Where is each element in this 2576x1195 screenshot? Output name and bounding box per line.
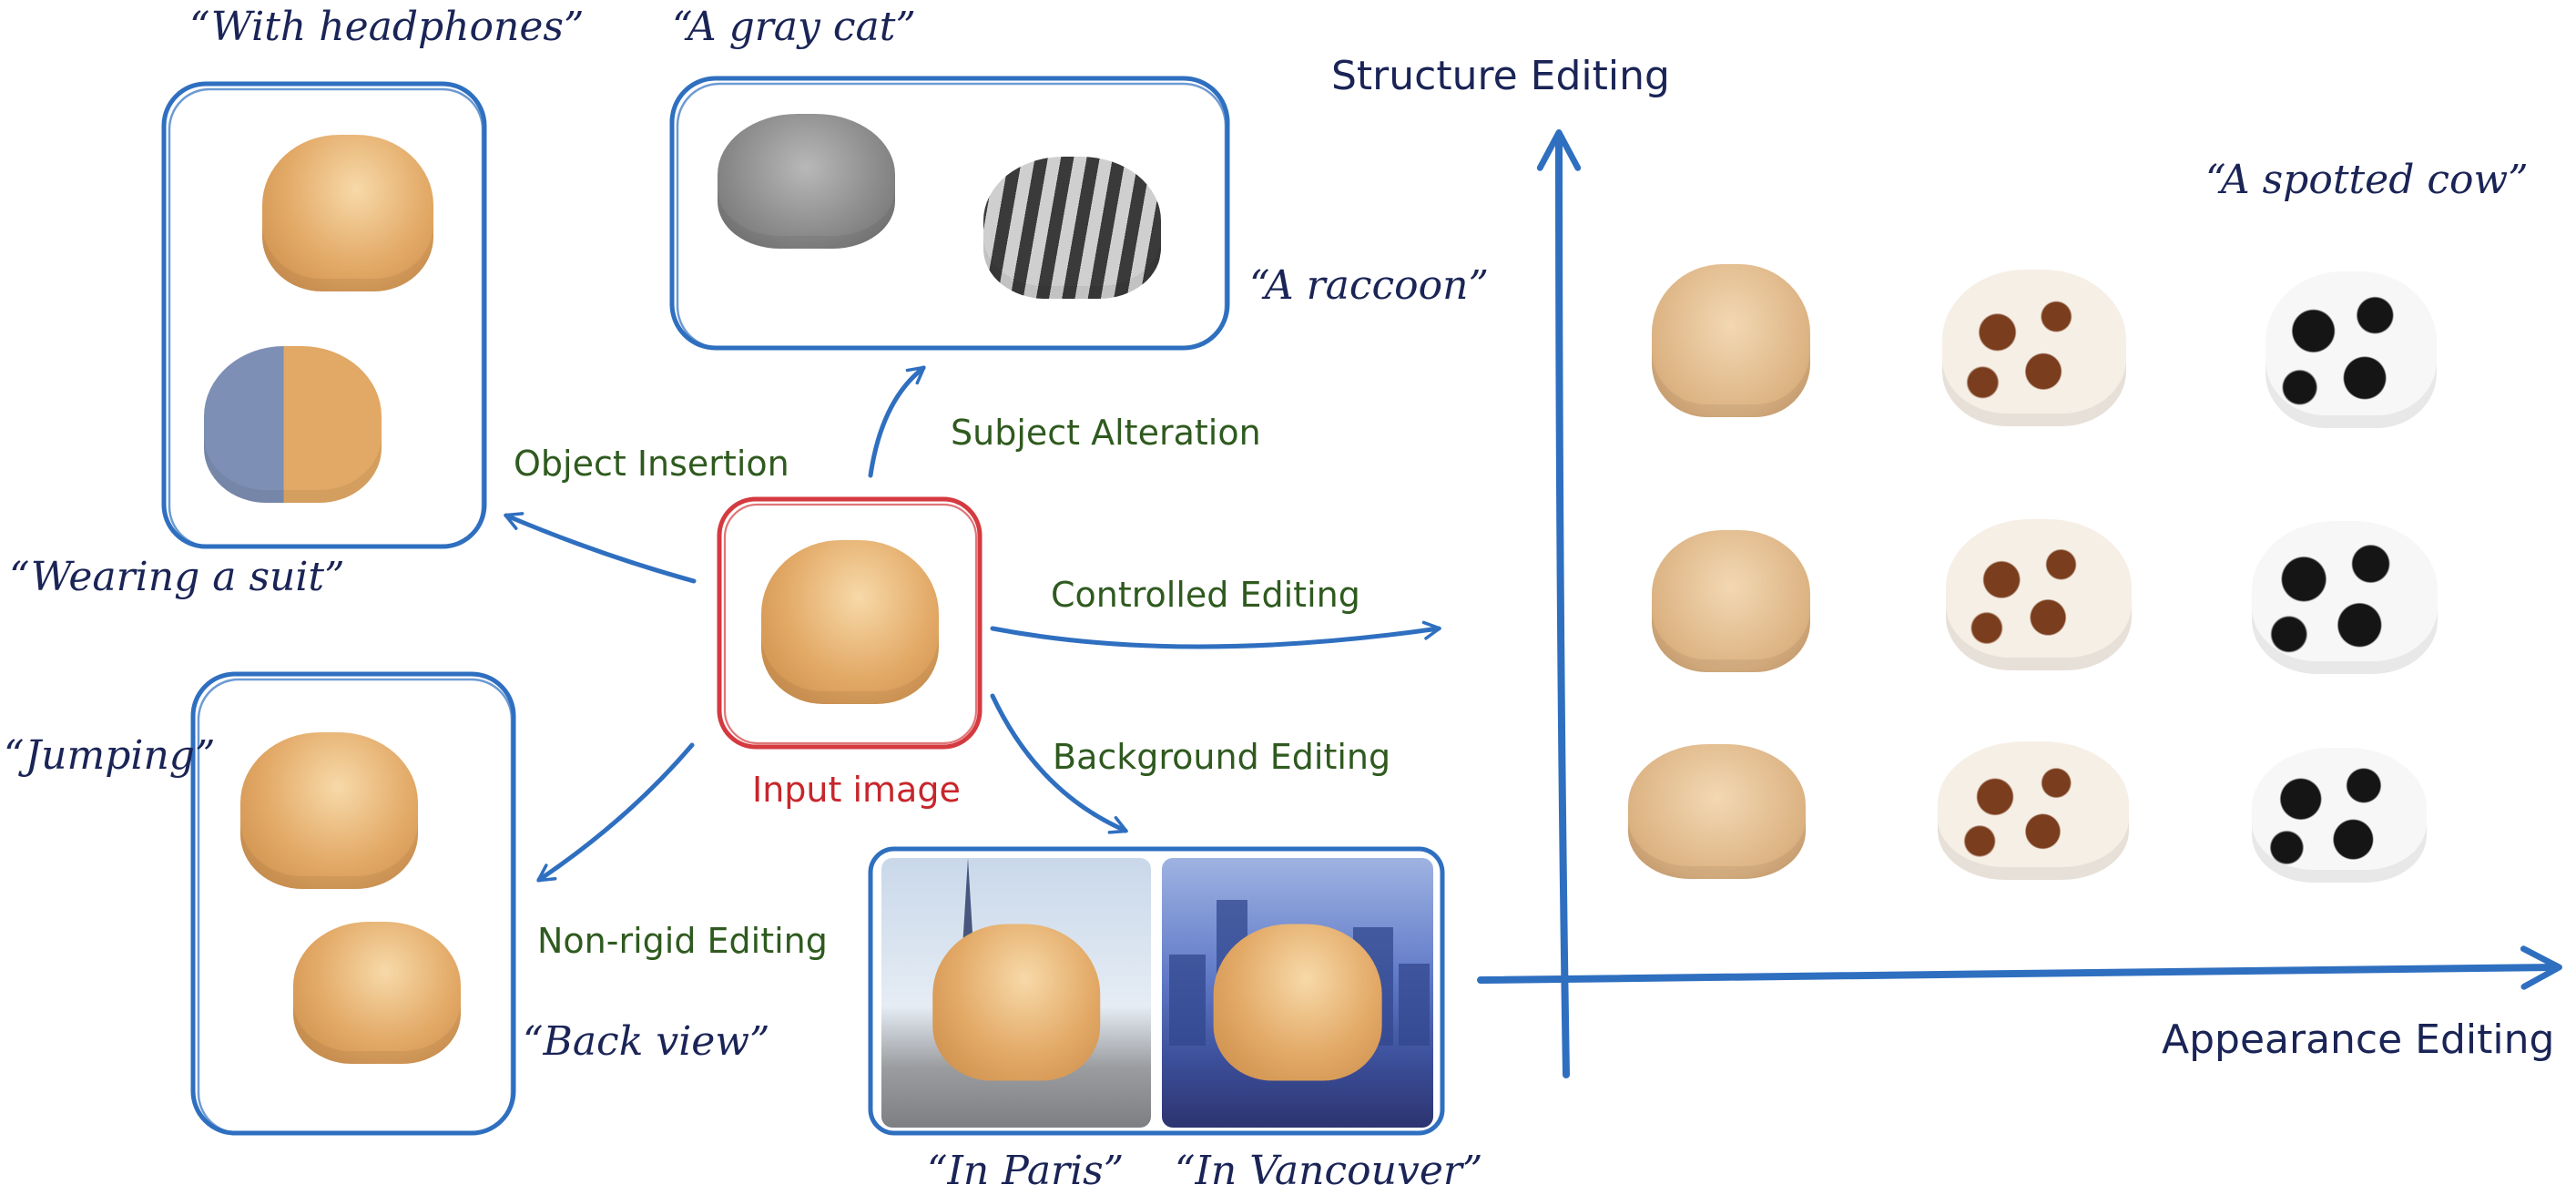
- skyline-building: [1399, 964, 1430, 1046]
- image-corgi-paris: [881, 858, 1151, 1128]
- y-axis-label: Structure Editing: [1331, 53, 1670, 99]
- image-raccoon: [958, 137, 1186, 319]
- arrow-non-rigid-editing: [536, 742, 695, 883]
- image-cow-brown-row2: [1919, 497, 2158, 692]
- image-corgi-suit: [178, 324, 406, 525]
- corgi-foreground: [932, 924, 1100, 1081]
- input-image: [736, 517, 963, 727]
- label-input-image: Input image: [752, 770, 961, 810]
- image-corgi-jumping: [215, 710, 443, 911]
- prompt-gray-cat: “A gray cat”: [672, 4, 916, 50]
- label-controlled-editing: Controlled Editing: [1051, 575, 1360, 615]
- image-corgi-back-view: [270, 902, 484, 1084]
- prompt-in-paris: “In Paris”: [927, 1148, 1125, 1194]
- image-cow-black-row2: [2225, 499, 2464, 696]
- panel-background-frame: [868, 846, 1445, 1136]
- image-cow-black-row3: [2227, 729, 2451, 902]
- prompt-raccoon: “A raccoon”: [1249, 262, 1489, 309]
- operation-arrows: [504, 365, 1441, 883]
- prompt-with-headphones: “With headphones”: [189, 4, 585, 50]
- corgi-foreground: [1213, 924, 1382, 1081]
- arrow-background-editing: [990, 693, 1128, 834]
- panel-subject-alteration-frame: [669, 76, 1230, 351]
- image-corgi-vancouver: [1162, 858, 1433, 1128]
- image-cow-black-row1: [2242, 250, 2460, 450]
- prompt-in-vancouver: “In Vancouver”: [1175, 1148, 1483, 1194]
- y-axis-arrow: [1536, 129, 1582, 1078]
- arrow-subject-alteration: [868, 365, 926, 478]
- label-subject-alteration: Subject Alteration: [951, 413, 1261, 453]
- image-cow-plain-row3: [1603, 725, 1830, 898]
- image-cow-plain-row2: [1630, 510, 1832, 692]
- arrow-controlled-editing: [990, 620, 1441, 649]
- image-cow-brown-row1: [1916, 248, 2153, 448]
- prompt-spotted-cow: “A spotted cow”: [2205, 157, 2529, 203]
- skyline-building: [1169, 955, 1206, 1046]
- image-cow-brown-row3: [1910, 721, 2156, 900]
- prompt-jumping: “Jumping”: [4, 732, 216, 779]
- x-axis-arrow: [1477, 945, 2562, 990]
- prompt-wearing-suit: “Wearing a suit”: [9, 554, 345, 600]
- label-object-insertion: Object Insertion: [514, 444, 789, 484]
- image-gray-cat: [692, 95, 920, 268]
- x-axis-label: Appearance Editing: [2162, 1016, 2555, 1063]
- image-cow-plain-row1: [1630, 242, 1832, 439]
- input-image-frame: [717, 496, 983, 750]
- axes: [1477, 129, 2562, 1078]
- label-non-rigid-editing: Non-rigid Editing: [537, 921, 828, 961]
- panel-object-insertion-frame: [161, 81, 487, 549]
- image-corgi-headphones: [239, 113, 457, 313]
- label-background-editing: Background Editing: [1053, 737, 1391, 777]
- arrow-object-insertion: [504, 512, 697, 584]
- prompt-back-view: “Back view”: [523, 1018, 770, 1065]
- panel-non-rigid-frame: [190, 671, 516, 1136]
